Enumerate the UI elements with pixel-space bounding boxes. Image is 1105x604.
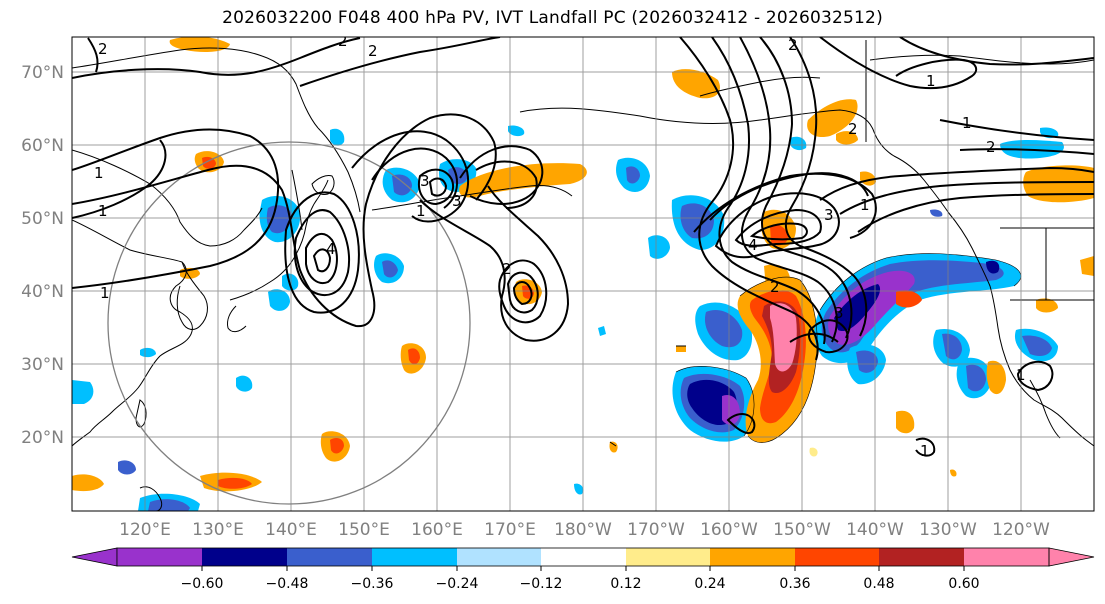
colorbar-segment — [795, 548, 879, 566]
lon-label: 170°W — [627, 520, 685, 540]
lon-label: 170°E — [484, 520, 536, 540]
colorbar-tick-label: −0.48 — [266, 576, 309, 592]
contour-label: 4 — [748, 236, 758, 254]
colorbar-tick-label: −0.60 — [181, 576, 224, 592]
colorbar-extend-max — [1048, 547, 1095, 567]
contour-label: 1 — [98, 202, 108, 220]
contour-label: 1 — [860, 196, 870, 214]
lon-label: 120°W — [992, 520, 1050, 540]
lon-label: 130°E — [192, 520, 244, 540]
lat-label: 50°N — [21, 209, 64, 229]
contour-label: 2 — [848, 120, 858, 138]
lat-label: 60°N — [21, 136, 64, 156]
colorbar-segment — [117, 548, 202, 566]
colorbar-frame — [116, 547, 1050, 567]
contour-label: 1 — [962, 114, 972, 132]
pv-contours — [72, 37, 1094, 457]
colorbar-segment — [626, 548, 710, 566]
contour-label: 2 — [788, 36, 798, 54]
lon-label: 140°E — [265, 520, 317, 540]
lon-label: 150°E — [338, 520, 390, 540]
lon-label: 160°E — [411, 520, 463, 540]
colorbar-tick-label: −0.12 — [520, 576, 563, 592]
colorbar-segment — [287, 548, 372, 566]
contour-label: 2 — [338, 32, 348, 50]
contour-label: 1 — [94, 164, 104, 182]
colorbar-tick-label: 0.36 — [779, 576, 810, 592]
colorbar-tick-label: −0.36 — [351, 576, 394, 592]
lon-label: 160°W — [700, 520, 758, 540]
colorbar-segment — [372, 548, 457, 566]
contour-label: 1 — [920, 442, 930, 460]
lon-label: 140°W — [846, 520, 904, 540]
contour-label: 3 — [420, 172, 430, 190]
map-title: 2026032200 F048 400 hPa PV, IVT Landfall… — [222, 8, 883, 28]
colorbar-segment — [710, 548, 795, 566]
contour-label: 1 — [1016, 366, 1026, 384]
contour-label: 2 — [502, 260, 512, 278]
contour-label: 2 — [770, 278, 780, 296]
colorbar-segment — [541, 548, 626, 566]
coastlines — [72, 40, 1094, 511]
shaded-anomaly-field — [72, 37, 1094, 511]
colorbar-tick-label: 0.48 — [863, 576, 894, 592]
colorbar-tick-label: 0.60 — [948, 576, 979, 592]
lat-label: 20°N — [21, 428, 64, 448]
colorbar-tick-label: 0.12 — [610, 576, 641, 592]
contour-labels: 1 1 1 2 2 2 3 3 4 2 1 2 2 3 2 4 3 1 1 1 … — [94, 32, 1026, 460]
colorbar-extend-min — [71, 547, 118, 567]
map-frame — [71, 36, 1095, 512]
contour-label: 2 — [986, 138, 996, 156]
lon-label: 150°W — [773, 520, 831, 540]
longitude-labels: 120°E 130°E 140°E 150°E 160°E 170°E 180°… — [119, 520, 1050, 540]
lat-label: 70°N — [21, 63, 64, 83]
contour-label: 2 — [368, 42, 378, 60]
lon-label: 130°W — [919, 520, 977, 540]
contour-label: 2 — [98, 40, 108, 58]
contour-label: 1 — [416, 202, 426, 220]
lon-label: 120°E — [119, 520, 171, 540]
colorbar-tick-label: 0.24 — [694, 576, 725, 592]
lat-label: 30°N — [21, 355, 64, 375]
colorbar-tick-label: −0.24 — [436, 576, 479, 592]
colorbar-segment — [457, 548, 541, 566]
range-circle — [107, 141, 471, 505]
lat-label: 40°N — [21, 282, 64, 302]
lon-label: 180°W — [554, 520, 612, 540]
contour-label: 3 — [452, 192, 462, 210]
colorbar-segment — [964, 548, 1049, 566]
contour-label: 3 — [834, 304, 844, 322]
contour-label: 4 — [326, 240, 336, 258]
contour-label: 1 — [100, 284, 110, 302]
contour-label: 1 — [926, 72, 936, 90]
colorbar-segment — [202, 548, 287, 566]
latitude-labels: 70°N 60°N 50°N 40°N 30°N 20°N — [21, 63, 64, 448]
contour-label: 3 — [824, 206, 834, 224]
colorbar: −0.60 −0.48 −0.36 −0.24 −0.12 0.12 0.24 … — [71, 547, 1095, 592]
graticule — [72, 37, 1094, 511]
colorbar-segment — [879, 548, 964, 566]
